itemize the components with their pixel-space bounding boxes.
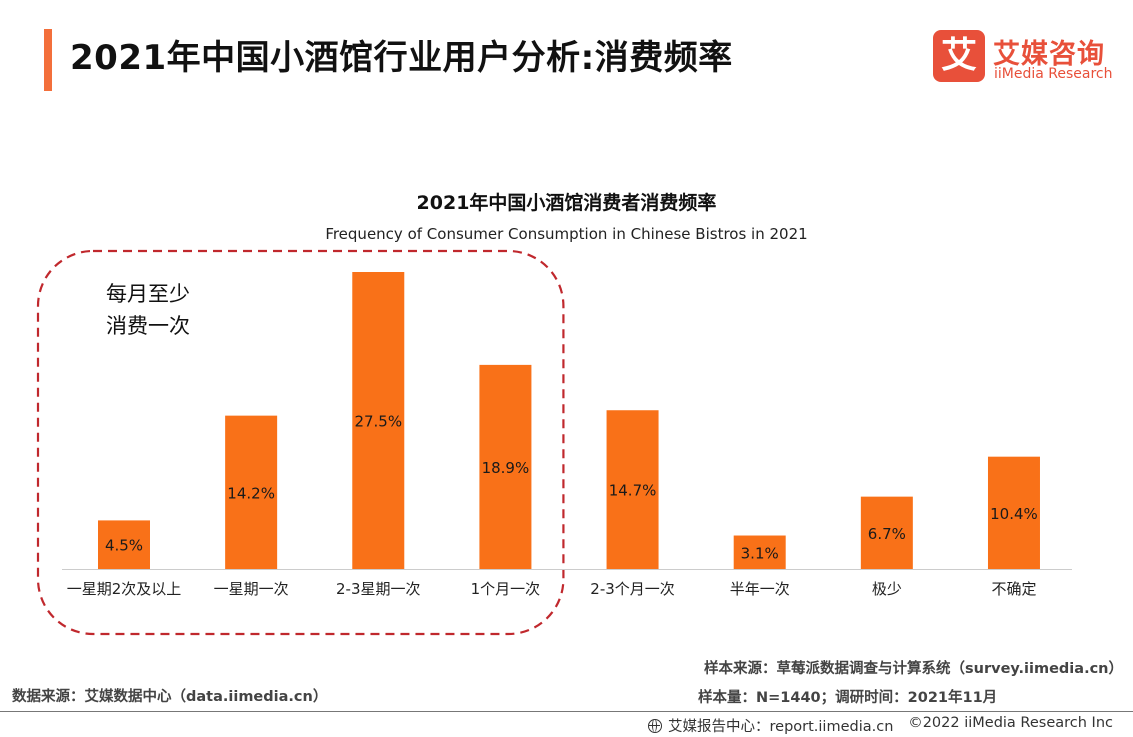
report-center-text: 艾媒报告中心：report.iimedia.cn <box>668 719 894 735</box>
logo-name-en: iiMedia Research <box>994 66 1113 82</box>
data-label: 4.5% <box>105 537 143 555</box>
bar <box>479 364 532 569</box>
page-title: 2021年中国小酒馆行业用户分析:消费频率 <box>70 38 733 78</box>
globe-icon <box>648 719 662 733</box>
x-tick-label: 1个月一次 <box>471 580 541 598</box>
annotation-label-line: 每月至少 <box>106 282 190 306</box>
x-tick-label: 一星期一次 <box>214 580 289 598</box>
x-tick-label: 一星期2次及以上 <box>67 580 182 598</box>
iimedia-logo: 艾 艾媒咨询 iiMedia Research <box>933 30 1118 86</box>
data-label: 10.4% <box>990 505 1038 523</box>
bar <box>733 535 786 569</box>
x-tick-label: 2-3个月一次 <box>590 580 675 598</box>
data-source: 数据来源：艾媒数据中心（data.iimedia.cn） <box>12 689 328 705</box>
highlight-region <box>36 249 565 636</box>
bar <box>352 272 405 569</box>
footer-divider <box>0 711 1133 712</box>
bar <box>606 410 659 569</box>
data-label: 18.9% <box>482 459 530 477</box>
annotation-label-line: 消费一次 <box>106 314 190 338</box>
bar <box>98 520 150 569</box>
data-label: 3.1% <box>741 544 779 562</box>
logo-name-cn: 艾媒咨询 <box>993 39 1105 70</box>
bar <box>987 456 1040 569</box>
sample-source: 样本来源：草莓派数据调查与计算系统（survey.iimedia.cn） <box>704 661 1123 677</box>
data-label: 14.2% <box>227 484 275 502</box>
data-label: 27.5% <box>354 413 402 431</box>
bar <box>860 496 913 569</box>
bar <box>225 415 278 569</box>
data-label: 6.7% <box>868 525 906 543</box>
data-label: 14.7% <box>609 482 657 500</box>
sample-size: 样本量：N=1440；调研时间：2021年11月 <box>698 690 998 706</box>
report-center: 艾媒报告中心：report.iimedia.cn <box>648 715 893 736</box>
copyright: ©2022 iiMedia Research Inc <box>908 715 1113 731</box>
x-tick-label: 极少 <box>872 580 902 598</box>
logo-mark: 艾 <box>933 30 985 82</box>
chart-subtitle: Frequency of Consumer Consumption in Chi… <box>325 225 808 243</box>
x-tick-label: 2-3星期一次 <box>336 580 421 598</box>
title-accent-bar <box>44 29 52 91</box>
x-tick-label: 不确定 <box>991 580 1036 598</box>
x-tick-label: 半年一次 <box>730 580 790 598</box>
chart-title: 2021年中国小酒馆消费者消费频率 <box>416 192 717 214</box>
